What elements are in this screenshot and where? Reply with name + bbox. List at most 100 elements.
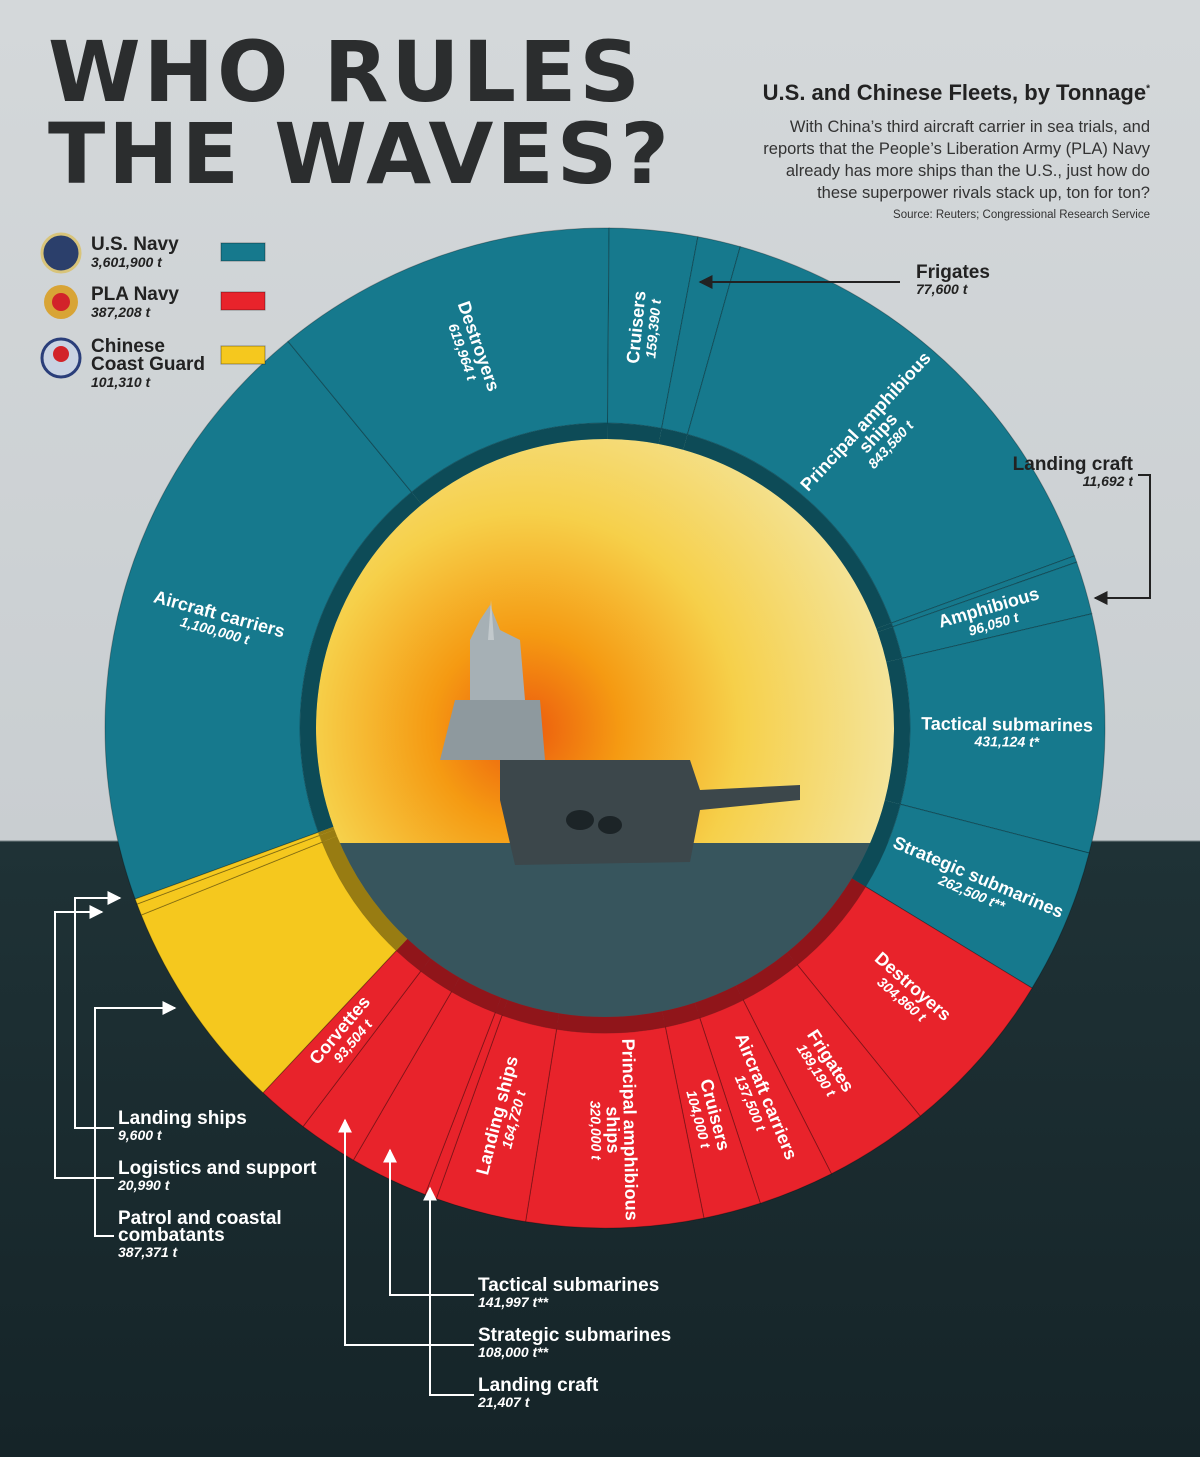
legend-swatch xyxy=(220,242,266,262)
segment-name: Tactical submarines xyxy=(921,713,1094,735)
segment-name: Patrol and coastal combatants xyxy=(118,1210,282,1246)
label-box: Strategic submarines 108,000 t** xyxy=(478,1327,778,1360)
label-box: Patrol and coastal combatants 387,371 t xyxy=(118,1210,328,1260)
segment-inner-band xyxy=(319,829,337,843)
source: Source: Reuters; Congressional Research … xyxy=(893,209,1150,221)
segment-inner-band xyxy=(451,977,501,1013)
segment-inner-band xyxy=(495,997,508,1016)
ship-hull xyxy=(500,760,800,865)
segment-inner-band xyxy=(735,952,798,1000)
segment-name: Landing ships xyxy=(118,1110,247,1129)
segment-inner-shade xyxy=(607,423,662,445)
segment-inner-shade xyxy=(318,826,335,836)
ship-mast xyxy=(488,600,494,640)
segment-inner-shade xyxy=(495,997,508,1016)
subtitle-note: * xyxy=(1146,83,1150,95)
segment-name: Logistics and support xyxy=(118,1160,317,1179)
segment-inner-shade xyxy=(662,1002,700,1027)
segment-value: 431,124 t* xyxy=(974,732,1040,750)
segment-name: Principal amphibious ships xyxy=(602,1038,642,1221)
legend-total: 3,601,900 t xyxy=(91,254,162,270)
segment-name: Frigates xyxy=(916,264,990,283)
segment-inner-shade xyxy=(396,938,431,972)
legend-name: U.S. Navy xyxy=(91,234,179,255)
leader-line xyxy=(1093,474,1151,605)
segment-name: Strategic submarines xyxy=(478,1327,672,1346)
segment-inner-shade xyxy=(322,836,408,951)
segment-value: 11,692 t xyxy=(1082,473,1133,489)
segment-inner-band xyxy=(876,623,893,633)
segment-inner-shade xyxy=(877,626,902,662)
segment-inner-band xyxy=(299,492,422,833)
segment-inner-band xyxy=(318,826,335,836)
segment-inner-band xyxy=(607,423,662,445)
segment-inner-shade xyxy=(658,428,688,450)
leader-line xyxy=(54,905,114,1179)
segment-inner-shade xyxy=(787,878,866,965)
legend-icons xyxy=(40,232,82,379)
leader-line xyxy=(423,1186,474,1396)
segment-inner-shade xyxy=(683,434,892,629)
segment-inner-shade xyxy=(694,985,744,1018)
segment-inner-band xyxy=(502,1000,560,1030)
segment-value: 21,407 t xyxy=(478,1394,530,1410)
legend-entry: PLA Navy 387,208 t xyxy=(91,285,216,320)
segment-value: 320,000 t xyxy=(587,1100,605,1160)
ship-detail xyxy=(566,810,594,830)
segment-inner-band xyxy=(662,1002,700,1027)
segment-inner-band xyxy=(694,985,744,1018)
label-box: Principal amphibious ships 320,000 t xyxy=(566,1034,660,1226)
segment-inner-shade xyxy=(851,800,901,887)
legend-entry: U.S. Navy 3,601,900 t xyxy=(91,234,216,270)
segment-inner-band xyxy=(411,423,608,505)
subtitle: U.S. and Chinese Fleets, by Tonnage* xyxy=(763,80,1150,106)
segment-inner-band xyxy=(556,1011,666,1034)
legend-total: 387,208 t xyxy=(91,304,151,320)
title-line: THE WAVES? xyxy=(48,105,673,203)
leader-line xyxy=(74,891,122,1129)
segment-value: 108,000 t** xyxy=(478,1344,549,1360)
donut xyxy=(104,227,1106,1229)
segment-inner-shade xyxy=(319,829,337,843)
leader-line xyxy=(94,1001,177,1237)
description-line: With China’s third aircraft carrier in s… xyxy=(789,118,1150,136)
legend-name: Chinese Coast Guard xyxy=(91,336,206,375)
description-line: already has more ships than the U.S., ju… xyxy=(785,162,1150,180)
segment-inner-shade xyxy=(451,977,501,1013)
segment-inner-shade xyxy=(556,1011,666,1034)
label-box: Tactical submarines 141,997 t** xyxy=(478,1277,778,1310)
coast-guard-emblem-center xyxy=(53,346,69,362)
segment-value: 9,600 t xyxy=(118,1127,162,1143)
segment-inner-band xyxy=(884,658,911,805)
ship-detail xyxy=(598,816,622,834)
segment-inner-shade xyxy=(502,1000,560,1030)
ship-deck xyxy=(440,700,545,760)
segment-inner-shade xyxy=(411,423,608,505)
leader-line xyxy=(338,1118,474,1346)
label-box: Cruisers 159,390 t xyxy=(590,229,698,427)
segment-value: 20,990 t xyxy=(118,1177,170,1193)
ship-island xyxy=(470,605,525,700)
segment-inner-band xyxy=(420,958,460,992)
segment-name: Tactical submarines xyxy=(478,1277,660,1296)
segment-value: 387,371 t xyxy=(118,1244,178,1260)
us-navy-emblem xyxy=(40,232,82,274)
description-line: reports that the People’s Liberation Arm… xyxy=(763,140,1150,158)
leader-line xyxy=(383,1148,474,1296)
center-illustration xyxy=(307,430,903,1026)
segment-name: Landing craft xyxy=(1012,456,1133,475)
legend-swatch xyxy=(220,345,266,365)
